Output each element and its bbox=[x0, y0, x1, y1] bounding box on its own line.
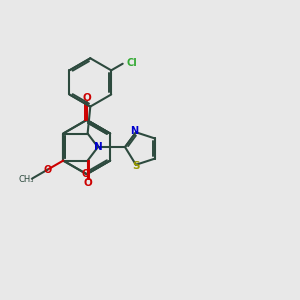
Text: O: O bbox=[83, 178, 92, 188]
Text: N: N bbox=[130, 126, 139, 136]
Text: O: O bbox=[43, 165, 52, 175]
Text: CH₃: CH₃ bbox=[18, 175, 34, 184]
Text: S: S bbox=[132, 161, 140, 171]
Text: N: N bbox=[94, 142, 102, 152]
Text: O: O bbox=[81, 169, 89, 179]
Text: Cl: Cl bbox=[126, 58, 137, 68]
Text: O: O bbox=[82, 93, 91, 103]
